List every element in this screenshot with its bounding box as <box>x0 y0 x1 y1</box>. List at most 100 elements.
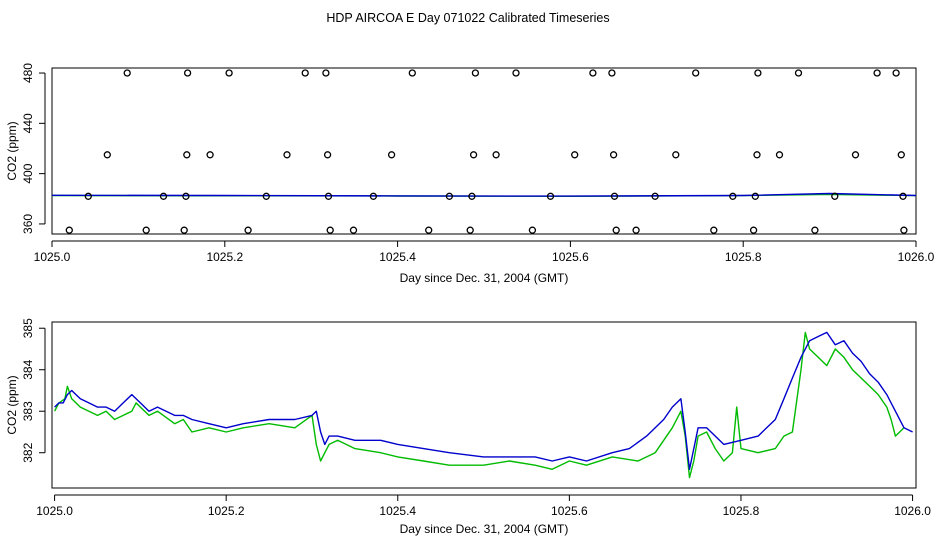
data-point <box>244 226 252 234</box>
x-tick-label: 1025.0 <box>34 250 71 264</box>
calibrated-timeseries-panel: 1025.0 1025.2 1025.4 1025.6 1025.8 1026.0 382… <box>5 318 931 536</box>
y-tick-label: 384 <box>21 359 35 379</box>
data-point <box>103 151 111 159</box>
y-tick-label: 383 <box>21 401 35 421</box>
data-point <box>387 151 396 159</box>
data-point <box>651 192 659 200</box>
y-axis: 360 400 440 480 <box>21 63 46 234</box>
plot-frame <box>51 321 917 489</box>
data-point <box>900 226 908 234</box>
data-point <box>84 192 92 200</box>
data-point <box>589 69 597 77</box>
data-point <box>608 69 616 77</box>
data-point <box>466 226 474 234</box>
x-tick-label: 1026.0 <box>894 504 931 518</box>
data-point <box>123 69 131 77</box>
series-line <box>53 331 905 479</box>
x-tick-label: 1025.2 <box>208 504 245 518</box>
data-point <box>225 69 233 77</box>
data-point <box>892 69 900 77</box>
data-point <box>159 192 168 200</box>
data-point <box>751 192 759 200</box>
data-point <box>262 192 270 200</box>
data-point <box>492 151 500 159</box>
data-point <box>811 226 819 234</box>
data-point <box>369 192 378 200</box>
data-point <box>851 151 860 159</box>
data-points <box>65 69 908 234</box>
data-point <box>754 69 762 77</box>
x-tick-label: 1025.4 <box>379 250 416 264</box>
y-axis: 382 383 384 385 <box>21 318 46 463</box>
y-tick-label: 382 <box>21 442 35 462</box>
data-point <box>612 226 620 234</box>
calibrated-scatter-panel: 1025.0 1025.2 1025.4 1025.6 1025.8 1026.0 360… <box>5 63 935 285</box>
data-point <box>324 192 333 200</box>
data-point <box>183 151 191 159</box>
data-point <box>183 69 192 77</box>
data-point <box>753 151 761 159</box>
data-point <box>831 192 839 200</box>
data-point <box>692 69 700 77</box>
series-lines <box>51 192 917 198</box>
x-tick-label: 1025.0 <box>36 504 73 518</box>
x-tick-label: 1026.0 <box>898 250 935 264</box>
data-point <box>180 226 188 234</box>
data-point <box>632 226 640 234</box>
data-point <box>672 151 680 159</box>
data-point <box>899 192 907 200</box>
data-point <box>729 192 737 200</box>
x-tick-label: 1025.8 <box>723 504 760 518</box>
y-tick-label: 400 <box>21 163 35 183</box>
x-tick-label: 1025.2 <box>206 250 243 264</box>
x-tick-label: 1025.6 <box>552 250 589 264</box>
x-axis: 1025.0 1025.2 1025.4 1025.6 1025.8 1026.0 <box>34 240 935 264</box>
data-point <box>469 151 478 159</box>
data-point <box>65 226 73 234</box>
data-point <box>425 226 433 234</box>
data-point <box>283 151 291 159</box>
data-point <box>528 226 537 234</box>
series-line <box>54 331 913 470</box>
data-point <box>322 69 330 77</box>
y-tick-label: 480 <box>21 63 35 83</box>
data-point <box>326 226 334 234</box>
data-point <box>546 192 555 200</box>
x-axis: 1025.0 1025.2 1025.4 1025.6 1025.8 1026.0 <box>36 494 931 518</box>
x-tick-label: 1025.4 <box>379 504 416 518</box>
y-axis-label: CO2 (ppm) <box>5 375 19 434</box>
x-axis-label: Day since Dec. 31, 2004 (GMT) <box>400 271 569 285</box>
data-point <box>349 226 358 234</box>
data-point <box>142 226 150 234</box>
data-point <box>897 151 905 159</box>
data-point <box>873 69 881 77</box>
data-point <box>206 151 214 159</box>
x-tick-label: 1025.8 <box>725 250 762 264</box>
series-lines <box>53 331 913 479</box>
data-point <box>468 192 476 200</box>
data-point <box>775 151 784 159</box>
y-axis-label: CO2 (ppm) <box>5 121 19 180</box>
data-point <box>794 69 803 77</box>
data-point <box>749 226 758 234</box>
data-point <box>571 151 579 159</box>
x-tick-label: 1025.6 <box>551 504 588 518</box>
y-tick-label: 360 <box>21 214 35 234</box>
y-tick-label: 385 <box>21 318 35 338</box>
plot-frame <box>51 67 917 235</box>
data-point <box>710 226 718 234</box>
x-axis-label: Day since Dec. 31, 2004 (GMT) <box>400 522 569 536</box>
data-point <box>182 192 190 200</box>
data-point <box>610 192 619 200</box>
data-point <box>408 69 416 77</box>
data-point <box>323 151 332 159</box>
figure-title: HDP AIRCOA E Day 071022 Calibrated Times… <box>326 11 609 25</box>
series-line <box>51 192 917 197</box>
y-tick-label: 440 <box>21 113 35 133</box>
data-point <box>512 69 520 77</box>
data-point <box>301 69 309 77</box>
data-point <box>471 69 480 77</box>
data-point <box>445 192 454 200</box>
data-point <box>609 151 618 159</box>
